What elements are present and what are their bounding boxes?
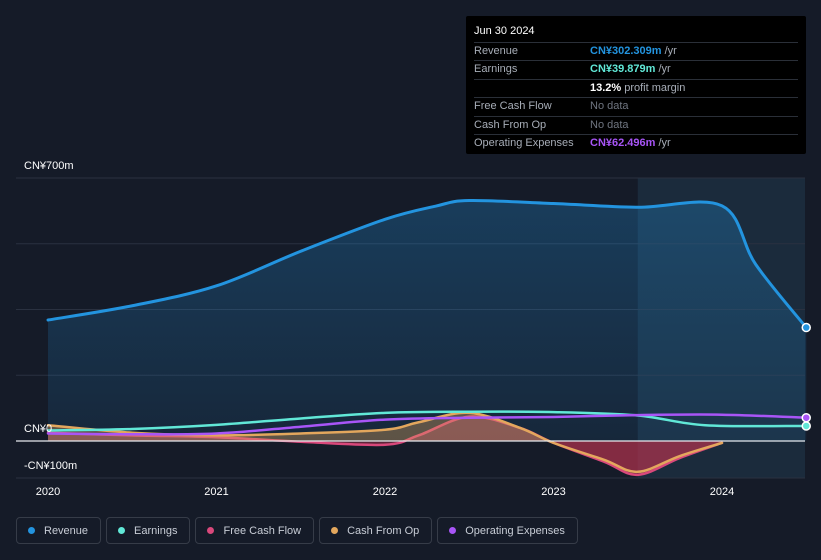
legend-item-free-cash-flow[interactable]: Free Cash Flow [195,517,315,544]
x-tick-2023: 2023 [541,486,566,498]
legend-item-operating-expenses[interactable]: Operating Expenses [437,517,578,544]
legend-dot-icon [449,527,457,534]
operating-expenses-end-point [801,412,811,423]
chart-legend: Revenue Earnings Free Cash Flow Cash From O… [16,517,578,544]
tooltip-row-unit: /yr [664,45,677,57]
tooltip-row-value: No data [590,100,629,113]
tooltip-row-value: CN¥302.309m [590,45,662,57]
y-tick-bottom: -CN¥100m [24,460,78,472]
free-cash-flow-line [46,415,724,477]
legend-label: Operating Expenses [465,524,565,537]
tooltip-row-value: No data [590,118,629,131]
revenue-end-point [801,322,811,333]
tooltip-date: Jun 30 2024 [474,25,535,37]
free-cash-flow-area-negative [48,441,722,475]
revenue-line [46,198,808,330]
operating-expenses-line [46,413,808,436]
tooltip-row-value: CN¥39.879m [590,63,656,76]
tooltip-row-earnings: Earnings CN¥39.879m/yr [474,60,798,78]
tooltip-row-label [474,80,590,97]
tooltip-row-unit: profit margin [624,81,686,94]
legend-item-cash-from-op[interactable]: Cash From Op [319,517,433,544]
revenue-area [48,200,807,441]
legend-label: Earnings [134,524,178,537]
legend-dot-icon [207,527,215,534]
tooltip-row-value: CN¥62.496m [590,136,656,149]
legend-dot-icon [28,527,35,534]
x-tick-2020: 2020 [35,486,61,498]
legend-item-revenue[interactable]: Revenue [16,517,102,544]
legend-label: Revenue [44,524,89,537]
y-tick-zero: CN¥0 [24,423,53,435]
legend-label: Free Cash Flow [223,524,302,537]
free-cash-flow-area-positive [48,416,722,441]
cash-from-op-area-positive [48,412,722,441]
tooltip-row-label: Earnings [474,63,518,76]
tooltip-row-cash-from-op: Cash From Op No data [474,115,798,134]
tooltip-row-unit: /yr [658,63,671,76]
tooltip-row-label: Operating Expenses [474,136,574,149]
legend-dot-icon [118,527,126,534]
cash-from-op-area-negative [48,441,722,472]
tooltip-row-unit: /yr [658,136,671,149]
tooltip-row-revenue: Revenue CN¥302.309m/yr [474,42,798,60]
tooltip-row-label: Free Cash Flow [474,100,552,113]
tooltip-row-label: Cash From Op [474,118,547,131]
tooltip-rows: Revenue CN¥302.309m/yr Earnings CN¥39.879m /… [474,42,798,152]
legend-label: Cash From Op [347,524,420,537]
tooltip-row-profit-margin: 13.2% profit margin [474,78,798,97]
x-tick-2022: 2022 [372,486,398,498]
legend-dot-icon [331,527,339,534]
tooltip-row-operating-expenses: Operating Expenses CN¥62.496m/yr [474,133,798,152]
tooltip-row-value: 13.2% [590,81,622,94]
tooltip-row-free-cash-flow: Free Cash Flow No data [474,97,798,115]
tooltip-row-label: Revenue [474,45,519,57]
x-tick-2021: 2021 [204,486,229,498]
earnings-end-point [801,421,811,431]
cash-from-op-line [46,411,724,474]
x-tick-2024: 2024 [709,486,735,498]
data-tooltip: Jun 30 2024 Revenue CN¥302.309m/yr Earning… [466,16,806,154]
y-tick-top: CN¥700m [24,160,74,172]
legend-item-earnings[interactable]: Earnings [106,517,191,544]
earnings-line [46,410,808,432]
